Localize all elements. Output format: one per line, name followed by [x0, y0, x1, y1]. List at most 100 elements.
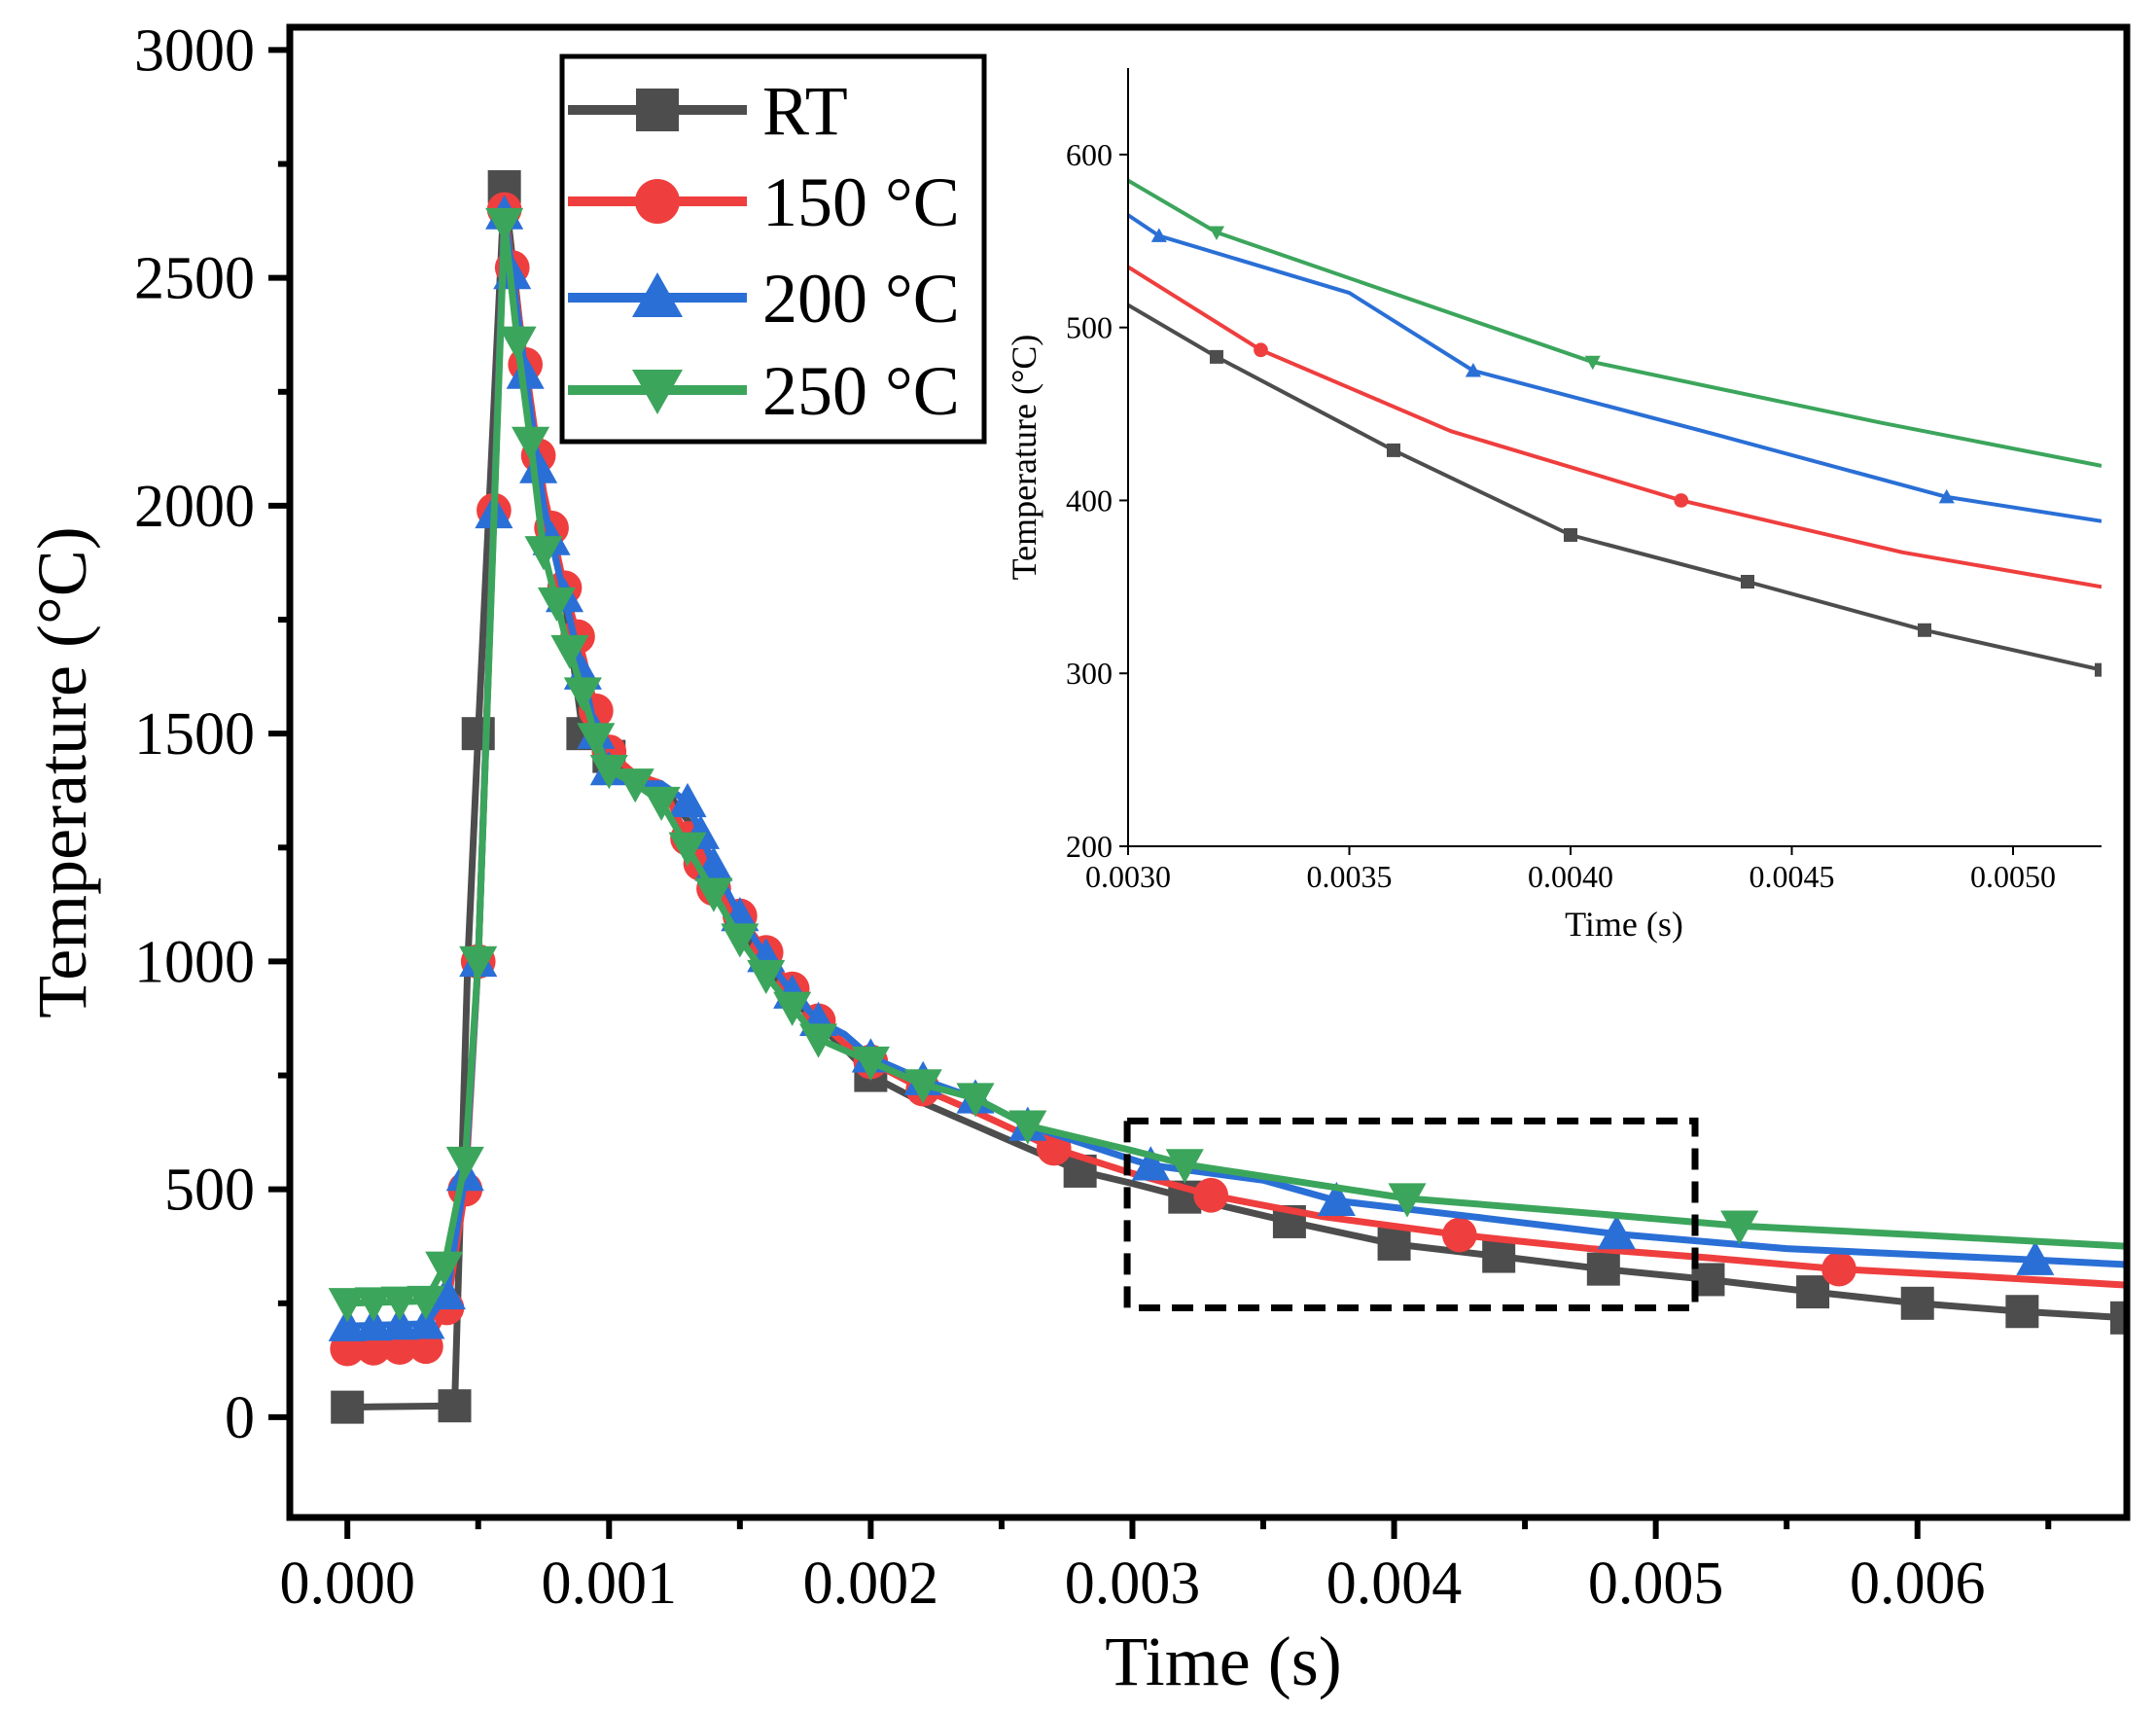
- inset-y-tick-label: 300: [1066, 656, 1113, 691]
- main-point-200-c: [2016, 1240, 2055, 1275]
- main-point-rt: [1586, 1252, 1620, 1286]
- main-y-tick-label: 0: [225, 1385, 255, 1451]
- main-point-250-c: [956, 1083, 995, 1118]
- legend-item-200: 200 °C: [568, 260, 960, 338]
- main-point-250-c: [459, 946, 498, 981]
- inset-x-tick-label: 0.0040: [1528, 859, 1613, 894]
- main-point-200-c: [506, 354, 545, 389]
- main-point-rt: [1377, 1227, 1411, 1261]
- main-y-tick-label: 2000: [134, 474, 255, 540]
- main-point-rt: [331, 1390, 365, 1424]
- main-y-tick-label: 3000: [134, 18, 255, 84]
- main-x-tick-label: 0.004: [1326, 1551, 1463, 1617]
- main-point-250-c: [406, 1285, 445, 1321]
- main-point-250-c: [851, 1046, 890, 1082]
- inset-data-layer: [1128, 178, 2102, 677]
- main-point-200-c: [354, 1305, 393, 1341]
- main-y-ticks: 0 500 1000 1500 2000 2500 3000: [134, 18, 290, 1451]
- inset-x-tick-label: 0.0035: [1307, 859, 1393, 894]
- legend: RT 150 °C 200 °C 250 °C: [559, 54, 987, 445]
- main-point-200-c: [427, 1274, 467, 1310]
- inset-point-150-c: [1674, 493, 1689, 508]
- inset-series-group: [1128, 178, 2102, 677]
- legend-item-rt: RT: [568, 72, 848, 150]
- main-x-tick-label: 0.001: [542, 1551, 678, 1617]
- inset-x-tick-label: 0.0050: [1970, 859, 2056, 894]
- inset-point-200-c: [1150, 228, 1167, 242]
- main-point-250-c: [903, 1069, 942, 1104]
- main-point-200-c: [380, 1305, 419, 1340]
- zoom-region-box: [1123, 1117, 1699, 1311]
- legend-item-250: 250 °C: [568, 352, 960, 430]
- main-point-250-c: [1388, 1183, 1427, 1218]
- main-point-250-c: [616, 768, 654, 803]
- legend-square-marker: [636, 89, 679, 131]
- inset-x-tick-label: 0.0045: [1750, 859, 1835, 894]
- main-point-250-c: [485, 207, 524, 243]
- main-point-250-c: [1008, 1110, 1047, 1145]
- main-point-rt: [2110, 1301, 2127, 1335]
- main-point-150-c: [1193, 1177, 1229, 1213]
- main-point-250-c: [642, 786, 681, 822]
- main-point-200-c: [519, 448, 558, 483]
- main-point-250-c: [563, 677, 602, 712]
- inset-point-rt: [2095, 662, 2102, 677]
- main-y-tick-label: 500: [164, 1158, 255, 1224]
- main-point-250-c: [512, 426, 550, 461]
- main-y-tick-label: 1500: [134, 701, 255, 767]
- main-x-axis-title: Time (s): [1105, 1623, 1341, 1700]
- inset-point-rt: [1918, 623, 1931, 637]
- inset-y-axis-title: Temperature (°C): [1005, 335, 1043, 581]
- main-point-200-c: [668, 782, 707, 818]
- main-point-250-c: [799, 1023, 838, 1058]
- legend-item-150: 150 °C: [568, 163, 960, 241]
- main-point-250-c: [550, 634, 589, 670]
- inset-y-tick-label: 500: [1066, 310, 1113, 345]
- inset-point-rt: [1564, 528, 1577, 542]
- legend-frame: [559, 54, 987, 445]
- main-point-rt: [1482, 1239, 1516, 1273]
- main-point-rt: [438, 1389, 472, 1423]
- inset-x-tick-label: 0.0030: [1085, 859, 1171, 894]
- main-data-layer: [328, 169, 2127, 1424]
- main-point-rt: [2005, 1295, 2039, 1329]
- main-x-ticks: 0.000 0.001 0.002 0.003 0.004 0.005 0.006: [279, 1517, 2052, 1617]
- legend-circle-marker: [635, 179, 680, 224]
- main-point-250-c: [354, 1287, 393, 1322]
- main-point-250-c: [747, 959, 786, 995]
- inset-y-tick-label: 600: [1066, 137, 1113, 172]
- main-point-250-c: [668, 832, 707, 867]
- inset-point-rt: [1387, 443, 1400, 457]
- inset-point-rt: [1210, 349, 1223, 364]
- inset-series-line-150-c: [1128, 265, 2102, 589]
- main-point-150-c: [1821, 1251, 1856, 1287]
- inset-y-tick-label: 200: [1066, 829, 1113, 864]
- inset-point-200-c: [1938, 488, 1955, 504]
- inset-point-200-c: [1465, 363, 1481, 377]
- main-point-250-c: [537, 587, 577, 623]
- inset-plot: 0.0030 0.0035 0.0040 0.0045 0.0050 200 300 400…: [1005, 68, 2102, 944]
- main-point-rt: [1796, 1275, 1830, 1309]
- inset-x-axis-title: Time (s): [1565, 905, 1683, 944]
- main-point-200-c: [328, 1306, 367, 1341]
- main-point-200-c: [1317, 1181, 1356, 1217]
- main-x-tick-label: 0.006: [1850, 1551, 1986, 1617]
- main-point-200-c: [1131, 1146, 1170, 1181]
- legend-label-200: 200 °C: [762, 260, 960, 338]
- main-point-150-c: [1441, 1217, 1477, 1253]
- inset-point-250-c: [1584, 355, 1601, 371]
- inset-point-250-c: [1208, 226, 1225, 240]
- main-point-250-c: [589, 755, 628, 790]
- main-point-250-c: [380, 1286, 419, 1321]
- main-x-tick-label: 0.005: [1588, 1551, 1724, 1617]
- main-plot-frame: [286, 23, 2131, 1521]
- main-y-tick-label: 2500: [134, 246, 255, 312]
- main-y-tick-label: 1000: [134, 929, 255, 995]
- main-point-250-c: [721, 923, 760, 958]
- main-point-250-c: [773, 991, 812, 1026]
- legend-label-rt: RT: [762, 72, 848, 150]
- inset-y-tick-label: 400: [1066, 482, 1113, 517]
- main-series-group: [328, 169, 2127, 1424]
- main-plot: 0.000 0.001 0.002 0.003 0.004 0.005 0.006 0 500…: [23, 18, 2131, 1700]
